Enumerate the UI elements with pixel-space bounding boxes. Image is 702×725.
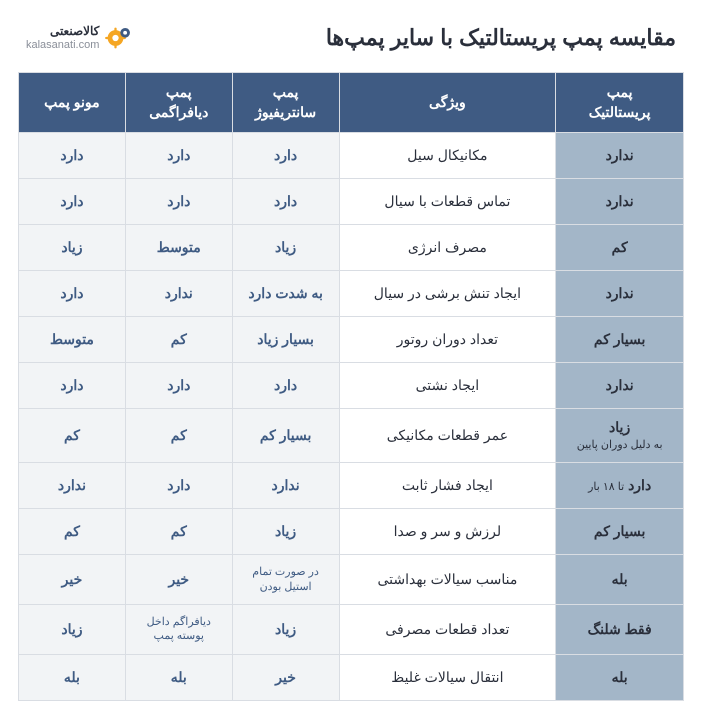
cell-mono: کم (19, 509, 126, 555)
brand-name-fa: کالاصنعتی (50, 25, 99, 38)
cell-centrifuge: خیر (232, 654, 339, 700)
cell-feature: لرزش و سر و صدا (339, 509, 556, 555)
cell-mono: خیر (19, 555, 126, 605)
cell-feature: تعداد دوران روتور (339, 317, 556, 363)
cell-mono: بله (19, 654, 126, 700)
table-row: نداردایجاد نشتیدارددارددارد (19, 363, 684, 409)
table-row: نداردمکانیکال سیلدارددارددارد (19, 133, 684, 179)
cell-mono: دارد (19, 179, 126, 225)
cell-feature: عمر قطعات مکانیکی (339, 409, 556, 463)
cell-peristaltic: بله (556, 555, 684, 605)
cell-peristaltic: ندارد (556, 133, 684, 179)
cell-centrifuge: دارد (232, 179, 339, 225)
cell-centrifuge: به شدت دارد (232, 271, 339, 317)
cell-centrifuge: زیاد (232, 605, 339, 655)
table-row: کممصرف انرژیزیادمتوسطزیاد (19, 225, 684, 271)
cell-mono: ندارد (19, 463, 126, 509)
table-row: دارد تا ۱۸ بارایجاد فشار ثابتنداردداردند… (19, 463, 684, 509)
cell-diaphragm: دیافراگم داخل پوسته پمپ (125, 605, 232, 655)
table-row: بسیار کملرزش و سر و صدازیادکمکم (19, 509, 684, 555)
cell-diaphragm: ندارد (125, 271, 232, 317)
cell-diaphragm: کم (125, 317, 232, 363)
cell-peristaltic: ندارد (556, 179, 684, 225)
gear-icon (105, 24, 133, 52)
table-body: نداردمکانیکال سیلداردداردداردنداردتماس ق… (19, 133, 684, 700)
cell-mono: زیاد (19, 605, 126, 655)
cell-peristaltic: بسیار کم (556, 509, 684, 555)
cell-feature: مناسب سیالات بهداشتی (339, 555, 556, 605)
col-mono: مونو پمپ (19, 73, 126, 133)
cell-peristaltic: فقط شلنگ (556, 605, 684, 655)
table-head: پمپپریستالتیک ویژگی پمپسانتریفیوژ پمپدیا… (19, 73, 684, 133)
cell-feature: مکانیکال سیل (339, 133, 556, 179)
cell-mono: زیاد (19, 225, 126, 271)
header: مقایسه پمپ پریستالتیک با سایر پمپ‌ها کال… (18, 24, 684, 52)
table-row: نداردتماس قطعات با سیالدارددارددارد (19, 179, 684, 225)
brand-name-en: kalasanati.com (26, 39, 99, 51)
cell-centrifuge: بسیار زیاد (232, 317, 339, 363)
cell-diaphragm: کم (125, 409, 232, 463)
cell-peristaltic: دارد تا ۱۸ بار (556, 463, 684, 509)
cell-centrifuge: زیاد (232, 509, 339, 555)
cell-diaphragm: دارد (125, 179, 232, 225)
cell-feature: ایجاد نشتی (339, 363, 556, 409)
brand-logo: کالاصنعتی kalasanati.com (26, 24, 133, 52)
cell-mono: دارد (19, 133, 126, 179)
cell-peristaltic: زیادبه دلیل دوران پایین (556, 409, 684, 463)
cell-feature: ایجاد فشار ثابت (339, 463, 556, 509)
cell-centrifuge: زیاد (232, 225, 339, 271)
cell-diaphragm: دارد (125, 463, 232, 509)
table-row: زیادبه دلیل دوران پایینعمر قطعات مکانیکی… (19, 409, 684, 463)
cell-diaphragm: متوسط (125, 225, 232, 271)
comparison-table: پمپپریستالتیک ویژگی پمپسانتریفیوژ پمپدیا… (18, 72, 684, 701)
cell-diaphragm: دارد (125, 363, 232, 409)
table-row: بلهمناسب سیالات بهداشتیدر صورت تمام استی… (19, 555, 684, 605)
col-peristaltic: پمپپریستالتیک (556, 73, 684, 133)
table-row: بلهانتقال سیالات غلیظخیربلهبله (19, 654, 684, 700)
cell-peristaltic: بسیار کم (556, 317, 684, 363)
cell-feature: انتقال سیالات غلیظ (339, 654, 556, 700)
cell-centrifuge: دارد (232, 133, 339, 179)
cell-peristaltic: ندارد (556, 363, 684, 409)
cell-feature: تماس قطعات با سیال (339, 179, 556, 225)
cell-feature: تعداد قطعات مصرفی (339, 605, 556, 655)
cell-feature: مصرف انرژی (339, 225, 556, 271)
table-row: بسیار کمتعداد دوران روتوربسیار زیادکممتو… (19, 317, 684, 363)
col-diaphragm: پمپدیافراگمی (125, 73, 232, 133)
cell-peristaltic: بله (556, 654, 684, 700)
cell-feature: ایجاد تنش برشی در سیال (339, 271, 556, 317)
col-centrifuge: پمپسانتریفیوژ (232, 73, 339, 133)
cell-centrifuge: ندارد (232, 463, 339, 509)
cell-peristaltic: ندارد (556, 271, 684, 317)
cell-diaphragm: خیر (125, 555, 232, 605)
cell-diaphragm: دارد (125, 133, 232, 179)
cell-peristaltic: کم (556, 225, 684, 271)
col-feature: ویژگی (339, 73, 556, 133)
cell-diaphragm: بله (125, 654, 232, 700)
table-row: فقط شلنگتعداد قطعات مصرفیزیاددیافراگم دا… (19, 605, 684, 655)
cell-mono: متوسط (19, 317, 126, 363)
cell-mono: دارد (19, 363, 126, 409)
page-title: مقایسه پمپ پریستالتیک با سایر پمپ‌ها (326, 25, 676, 51)
cell-mono: دارد (19, 271, 126, 317)
cell-centrifuge: در صورت تمام استیل بودن (232, 555, 339, 605)
table-row: نداردایجاد تنش برشی در سیالبه شدت داردند… (19, 271, 684, 317)
brand-text: کالاصنعتی kalasanati.com (26, 25, 99, 50)
cell-mono: کم (19, 409, 126, 463)
cell-diaphragm: کم (125, 509, 232, 555)
cell-centrifuge: بسیار کم (232, 409, 339, 463)
cell-centrifuge: دارد (232, 363, 339, 409)
